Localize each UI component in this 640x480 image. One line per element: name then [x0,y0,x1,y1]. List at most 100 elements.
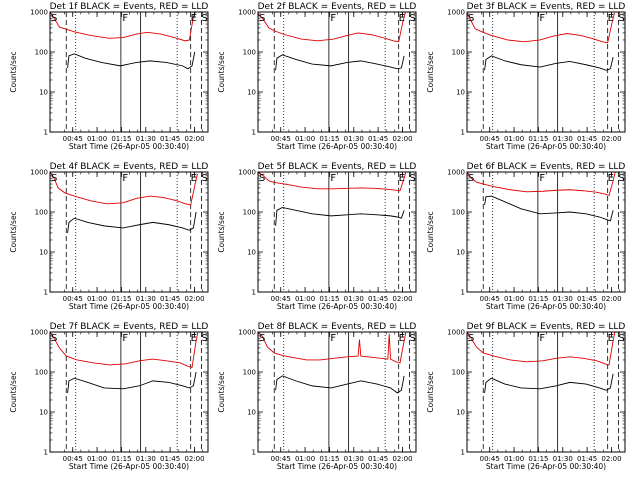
marker-f: F [539,13,545,24]
x-tick-label: 01:00 [504,295,524,303]
x-tick-label: 01:30 [553,295,573,303]
y-tick-label: 100 [35,49,48,57]
series-line-lld [258,172,407,192]
series-line-lld [467,12,615,44]
marker-e: E [399,333,405,344]
marker-s: S [468,173,474,184]
x-tick-label: 00:45 [271,295,291,303]
marker-f: F [122,173,128,184]
marker-s: S [468,333,474,344]
series-line-events [484,195,614,222]
marker-f: F [539,333,545,344]
series-line-lld [467,332,616,366]
x-axis-label: Start Time (26-Apr-05 00:30:40) [486,462,606,471]
x-tick-label: 02:00 [184,455,204,463]
x-tick-label: 01:30 [553,455,573,463]
marker-f: F [330,173,336,184]
marker-s: S [201,333,207,344]
marker-s: S [618,13,624,24]
x-tick-label: 01:45 [160,295,180,303]
x-tick-label: 00:45 [480,455,500,463]
x-tick-label: 02:00 [392,455,412,463]
y-tick-label: 1 [44,129,48,137]
x-tick-label: 00:45 [63,295,83,303]
y-tick-label: 100 [35,369,48,377]
y-tick-label: 10 [39,409,48,417]
marker-e: E [191,333,197,344]
plot-frame [466,331,626,453]
marker-e: E [399,173,405,184]
marker-s: S [51,333,57,344]
x-tick-label: 01:30 [136,295,156,303]
x-tick-label: 01:45 [577,295,597,303]
marker-s: S [618,333,624,344]
y-axis-label: Counts/sec [9,51,18,92]
chart-title: Det 2f BLACK = Events, RED = LLD [258,2,417,12]
marker-s: S [409,13,415,24]
x-tick-label: 01:15 [111,135,131,143]
chart-title: Det 7f BLACK = Events, RED = LLD [50,322,209,332]
y-tick-label: 10 [247,409,256,417]
x-tick-label: 00:45 [271,455,291,463]
marker-s: S [201,13,207,24]
y-tick-label: 1 [461,449,465,457]
x-tick-label: 00:45 [63,455,83,463]
y-axis-label: Counts/sec [426,211,435,252]
x-tick-label: 01:15 [319,135,339,143]
x-tick-label: 01:30 [136,455,156,463]
marker-e: E [608,13,614,24]
chart-title: Det 5f BLACK = Events, RED = LLD [258,162,417,172]
series-line-events [484,55,614,71]
marker-f: F [330,333,336,344]
y-tick-label: 1000 [238,169,256,177]
chart-title: Det 9f BLACK = Events, RED = LLD [467,322,626,332]
y-tick-label: 1000 [447,329,465,337]
y-tick-label: 1 [44,449,48,457]
panel-3: Det 3f BLACK = Events, RED = LLD 1 10 100 10… [426,2,626,151]
x-tick-label: 01:15 [111,295,131,303]
y-tick-label: 1000 [238,9,256,17]
series-line-events [275,375,405,394]
chart-title: Det 6f BLACK = Events, RED = LLD [467,162,626,172]
y-tick-label: 1 [252,289,256,297]
series-line-lld [258,332,407,364]
marker-s: S [618,173,624,184]
x-tick-label: 01:45 [160,455,180,463]
y-tick-label: 10 [39,249,48,257]
series-line-events [484,373,614,393]
x-tick-label: 01:45 [368,295,388,303]
x-tick-label: 01:30 [344,455,364,463]
series-line-events [275,206,405,226]
x-axis-label: Start Time (26-Apr-05 00:30:40) [69,142,189,151]
y-tick-label: 1 [44,289,48,297]
x-axis-label: Start Time (26-Apr-05 00:30:40) [277,462,397,471]
marker-f: F [122,13,128,24]
x-tick-label: 01:00 [295,295,315,303]
y-tick-label: 100 [452,209,465,217]
marker-s: S [51,13,57,24]
panel-6: Det 6f BLACK = Events, RED = LLD 1 10 100 10… [426,162,626,311]
marker-s: S [468,13,474,24]
x-tick-label: 00:45 [480,295,500,303]
y-tick-label: 1000 [447,9,465,17]
x-axis-label: Start Time (26-Apr-05 00:30:40) [486,302,606,311]
marker-s: S [201,173,207,184]
y-tick-label: 100 [452,369,465,377]
series-line-lld [50,332,199,369]
chart-title: Det 1f BLACK = Events, RED = LLD [50,2,209,12]
x-tick-label: 01:15 [528,295,548,303]
x-tick-label: 01:45 [577,135,597,143]
x-axis-label: Start Time (26-Apr-05 00:30:40) [277,142,397,151]
x-tick-label: 01:30 [344,295,364,303]
series-line-events [275,54,405,71]
y-tick-label: 10 [456,89,465,97]
y-tick-label: 10 [456,249,465,257]
x-tick-label: 02:00 [184,295,204,303]
chart-title: Det 8f BLACK = Events, RED = LLD [258,322,417,332]
y-tick-label: 1 [461,289,465,297]
marker-s: S [409,173,415,184]
y-tick-label: 1000 [447,169,465,177]
series-line-lld [467,172,616,196]
x-tick-label: 01:00 [504,455,524,463]
y-tick-label: 100 [243,369,256,377]
